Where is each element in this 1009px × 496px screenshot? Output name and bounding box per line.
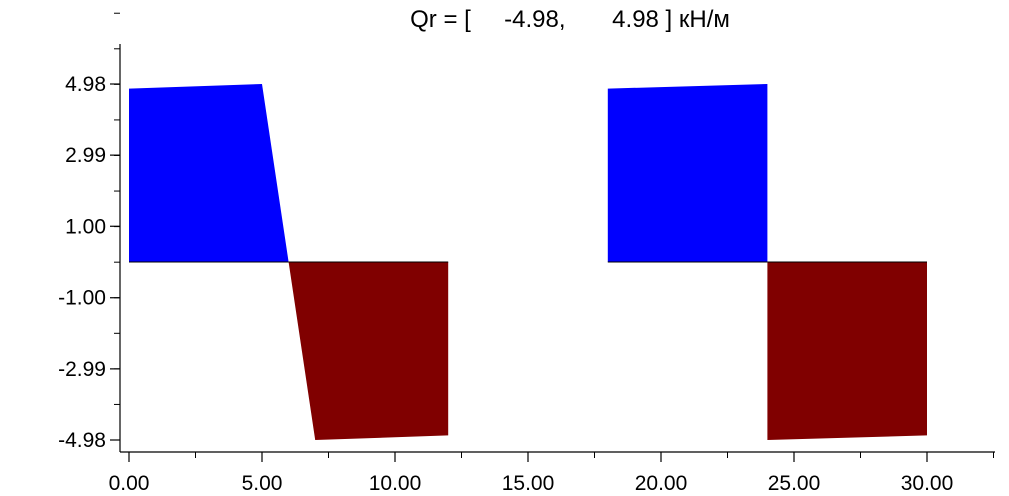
chart-title: Qr = [ -4.98, 4.98 ] кН/м [410,6,730,33]
x-tick-label: 15.00 [502,472,555,495]
y-tick-label: -2.99 [58,358,106,381]
diagram-region-negative-1 [288,262,449,440]
y-tick-label: 2.99 [65,144,106,167]
x-tick-label: 10.00 [369,472,422,495]
x-tick-label: 20.00 [635,472,688,495]
x-tick-label: 25.00 [768,472,821,495]
diagram-region-positive-0 [129,84,289,262]
y-tick-label: -4.98 [58,429,106,452]
x-tick-label: 30.00 [901,472,954,495]
y-tick-label: -1.00 [58,287,106,310]
x-tick-label: 0.00 [109,472,150,495]
y-tick-label: 1.00 [65,215,106,238]
diagram-region-negative-3 [767,262,927,440]
y-tick-label: 4.98 [65,73,106,96]
x-tick-label: 5.00 [242,472,283,495]
diagram-region-positive-2 [607,84,768,262]
